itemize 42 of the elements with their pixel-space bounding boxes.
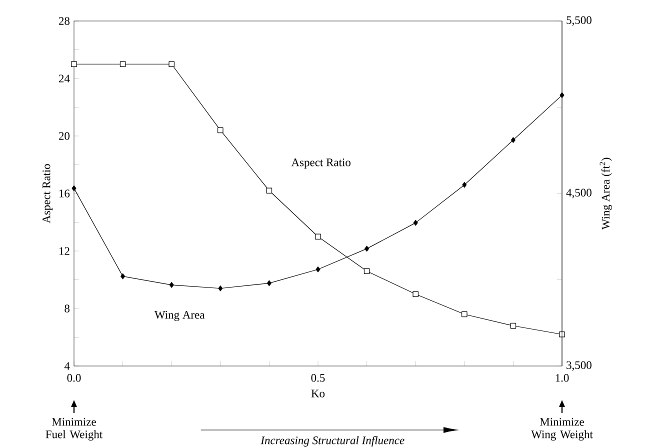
text: Minimize Wing Weight	[531, 418, 593, 441]
y-tick-label: 20	[58, 132, 70, 140]
point	[71, 61, 77, 68]
point	[168, 61, 174, 68]
x-tick-label: 1.0	[556, 374, 569, 382]
y-tick-label: 4	[64, 362, 70, 370]
point	[510, 137, 516, 143]
y-tick-label: 12	[59, 247, 70, 255]
point	[462, 182, 467, 188]
point	[560, 92, 564, 98]
point	[266, 188, 272, 194]
point	[315, 234, 321, 240]
text: Wing Area	[154, 310, 205, 322]
x-tick-label: 0.0	[67, 374, 81, 382]
point	[462, 311, 468, 318]
point	[316, 266, 320, 272]
y2-axis-title: Wing Area (ft$^{2}$)	[600, 158, 612, 230]
point	[218, 285, 223, 292]
point	[120, 61, 126, 68]
point	[412, 291, 418, 298]
text: Minimize Fuel Weight	[46, 418, 103, 441]
y-tick-label: 8	[64, 304, 70, 312]
y2-tick-label: 3,500	[566, 361, 592, 371]
point	[169, 282, 174, 288]
x-tick-label: 0.5	[311, 374, 325, 382]
point	[266, 280, 272, 286]
y2-tick-label: 5,500	[566, 16, 592, 26]
x-axis-title: Ko	[311, 390, 325, 398]
y-tick-label: 24	[58, 74, 70, 82]
point	[364, 246, 370, 252]
point	[510, 322, 516, 329]
text: Aspect Ratio	[291, 158, 351, 169]
y-axis-title: Aspect Ratio	[42, 164, 53, 224]
point	[364, 268, 370, 274]
y2-tick-label: 4,500	[566, 188, 592, 198]
y-tick-label: 28	[58, 17, 70, 25]
text: Increasing Structural Influence	[260, 436, 404, 447]
y-tick-label: 16	[59, 190, 70, 198]
point	[218, 127, 224, 134]
point	[72, 185, 76, 192]
point	[413, 220, 418, 226]
point	[120, 273, 126, 280]
